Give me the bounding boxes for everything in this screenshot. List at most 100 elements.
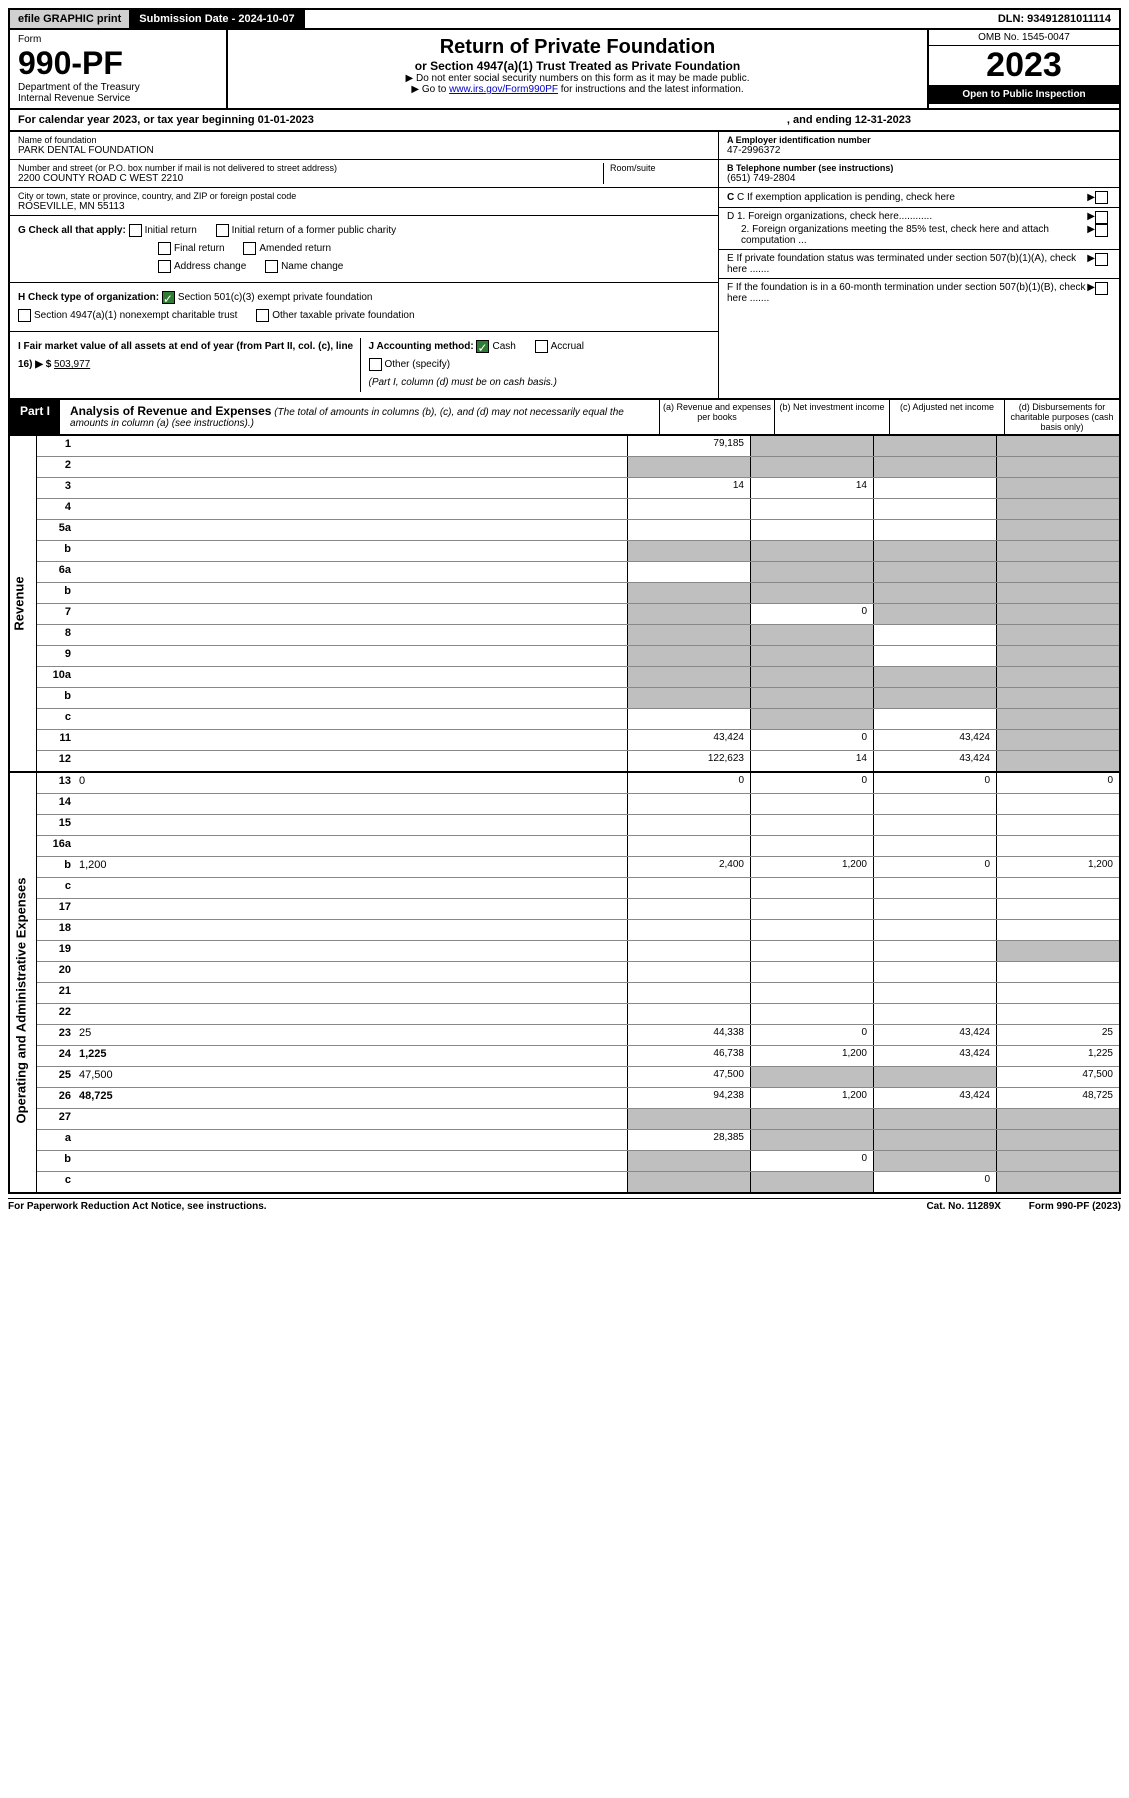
cell-d: [996, 941, 1119, 961]
page-footer: For Paperwork Reduction Act Notice, see …: [8, 1198, 1121, 1212]
efile-print-button[interactable]: efile GRAPHIC print: [10, 10, 131, 28]
line-description: [75, 941, 627, 961]
cell-c: [873, 457, 996, 477]
line-description: [75, 457, 627, 477]
line-number: 19: [37, 941, 75, 961]
paperwork-notice: For Paperwork Reduction Act Notice, see …: [8, 1201, 267, 1212]
cell-a: 79,185: [627, 436, 750, 456]
cell-c: [873, 541, 996, 561]
expenses-side-label: Operating and Administrative Expenses: [13, 878, 28, 1124]
line-description: 48,725: [75, 1088, 627, 1108]
cell-c: [873, 625, 996, 645]
part1-header: Part I Analysis of Revenue and Expenses …: [8, 400, 1121, 436]
dln: DLN: 93491281011114: [990, 10, 1119, 28]
final-return-checkbox[interactable]: [158, 242, 171, 255]
cell-b: 0: [750, 1025, 873, 1045]
phone: (651) 749-2804: [727, 173, 1111, 184]
line-description: [75, 667, 627, 687]
expenses-section: Operating and Administrative Expenses 13…: [8, 773, 1121, 1194]
col-b-header: (b) Net investment income: [774, 400, 889, 434]
foreign-org-checkbox[interactable]: [1095, 211, 1108, 224]
cell-c: [873, 1151, 996, 1171]
line-description: [75, 478, 627, 498]
line-description: [75, 1172, 627, 1192]
name-change-checkbox[interactable]: [265, 260, 278, 273]
line-description: [75, 583, 627, 603]
cell-a: 44,338: [627, 1025, 750, 1045]
cell-d: [996, 878, 1119, 898]
table-row: 2648,72594,2381,20043,42448,725: [37, 1088, 1119, 1109]
exemption-pending-checkbox[interactable]: [1095, 191, 1108, 204]
cell-a: [627, 520, 750, 540]
cell-a: [627, 457, 750, 477]
cell-d: [996, 562, 1119, 582]
cell-b: 0: [750, 773, 873, 793]
cell-d: [996, 836, 1119, 856]
cell-a: 43,424: [627, 730, 750, 750]
status-terminated-checkbox[interactable]: [1095, 253, 1108, 266]
4947a1-checkbox[interactable]: [18, 309, 31, 322]
cell-c: [873, 562, 996, 582]
cell-b: [750, 562, 873, 582]
cell-a: 46,738: [627, 1046, 750, 1066]
form-ref: Form 990-PF (2023): [1029, 1201, 1121, 1212]
501c3-checkbox[interactable]: [162, 291, 175, 304]
col-a-header: (a) Revenue and expenses per books: [659, 400, 774, 434]
cell-a: [627, 1151, 750, 1171]
cell-b: [750, 457, 873, 477]
cash-checkbox[interactable]: [476, 340, 489, 353]
cell-c: [873, 878, 996, 898]
cell-a: [627, 562, 750, 582]
foreign-85-checkbox[interactable]: [1095, 224, 1108, 237]
cell-c: 43,424: [873, 1025, 996, 1045]
cell-c: [873, 962, 996, 982]
initial-return-checkbox[interactable]: [129, 224, 142, 237]
cell-b: [750, 1130, 873, 1150]
line-description: [75, 604, 627, 624]
line-description: [75, 1004, 627, 1024]
cell-a: [627, 1172, 750, 1192]
other-method-checkbox[interactable]: [369, 358, 382, 371]
line-number: 9: [37, 646, 75, 666]
line-description: [75, 688, 627, 708]
cell-b: [750, 794, 873, 814]
accrual-checkbox[interactable]: [535, 340, 548, 353]
table-row: 27: [37, 1109, 1119, 1130]
cell-b: [750, 625, 873, 645]
cell-c: 43,424: [873, 1046, 996, 1066]
table-row: 5a: [37, 520, 1119, 541]
cell-a: 94,238: [627, 1088, 750, 1108]
cell-b: [750, 878, 873, 898]
initial-public-charity-checkbox[interactable]: [216, 224, 229, 237]
line-description: [75, 625, 627, 645]
cell-b: 14: [750, 478, 873, 498]
cell-b: 1,200: [750, 1046, 873, 1066]
form990pf-link[interactable]: www.irs.gov/Form990PF: [449, 84, 558, 95]
other-taxable-checkbox[interactable]: [256, 309, 269, 322]
line-number: c: [37, 1172, 75, 1192]
cell-c: 43,424: [873, 751, 996, 771]
table-row: 1300000: [37, 773, 1119, 794]
address-change-checkbox[interactable]: [158, 260, 171, 273]
table-row: 241,22546,7381,20043,4241,225: [37, 1046, 1119, 1067]
table-row: 9: [37, 646, 1119, 667]
line-number: 13: [37, 773, 75, 793]
table-row: 19: [37, 941, 1119, 962]
f-label: F If the foundation is in a 60-month ter…: [727, 282, 1087, 304]
table-row: 6a: [37, 562, 1119, 583]
cell-c: [873, 1004, 996, 1024]
amended-return-checkbox[interactable]: [243, 242, 256, 255]
line-description: [75, 794, 627, 814]
cell-d: [996, 899, 1119, 919]
line-description: [75, 541, 627, 561]
foundation-city: ROSEVILLE, MN 55113: [18, 201, 710, 212]
line-number: 1: [37, 436, 75, 456]
cell-b: [750, 520, 873, 540]
cell-d: [996, 583, 1119, 603]
cell-d: [996, 436, 1119, 456]
60month-checkbox[interactable]: [1095, 282, 1108, 295]
cell-d: [996, 688, 1119, 708]
line-description: [75, 920, 627, 940]
table-row: 18: [37, 920, 1119, 941]
line-number: 27: [37, 1109, 75, 1129]
